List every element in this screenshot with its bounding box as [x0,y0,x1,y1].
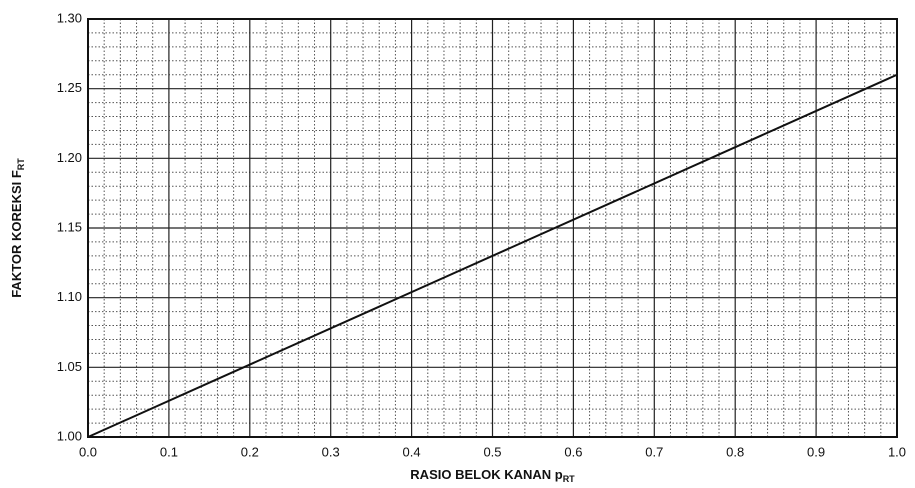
x-tick-label: 0.3 [322,444,340,459]
x-tick-label: 1.0 [888,444,906,459]
x-tick-label: 0.2 [241,444,259,459]
y-axis-label: FAKTOR KOREKSI FRT [9,158,26,298]
x-axis-label-sub: RT [563,474,575,484]
chart: 0.0 0.1 0.2 0.3 0.4 0.5 0.6 0.7 0.8 0.9 1.0 1.00 1.0… [0,0,915,488]
x-tick-label: 0.4 [403,444,421,459]
x-axis-label: RASIO BELOK KANAN pRT [410,467,575,484]
x-tick-label: 0.5 [483,444,501,459]
y-tick-label: 1.30 [57,10,82,25]
y-tick-label: 1.20 [57,150,82,165]
x-tick-label: 0.1 [160,444,178,459]
y-tick-label: 1.10 [57,289,82,304]
y-axis-label-sub: RT [16,158,26,170]
y-tick-label: 1.15 [57,219,82,234]
y-tick-label: 1.00 [57,428,82,443]
y-tick-label: 1.25 [57,80,82,95]
x-tick-label: 0.7 [645,444,663,459]
x-axis-label-main: RASIO BELOK KANAN p [410,467,562,482]
x-tick-label: 0.9 [807,444,825,459]
x-tick-label: 0.0 [79,444,97,459]
x-tick-label: 0.6 [564,444,582,459]
x-tick-label: 0.8 [726,444,744,459]
y-tick-label: 1.05 [57,359,82,374]
y-axis-label-main: FAKTOR KOREKSI F [9,170,24,298]
